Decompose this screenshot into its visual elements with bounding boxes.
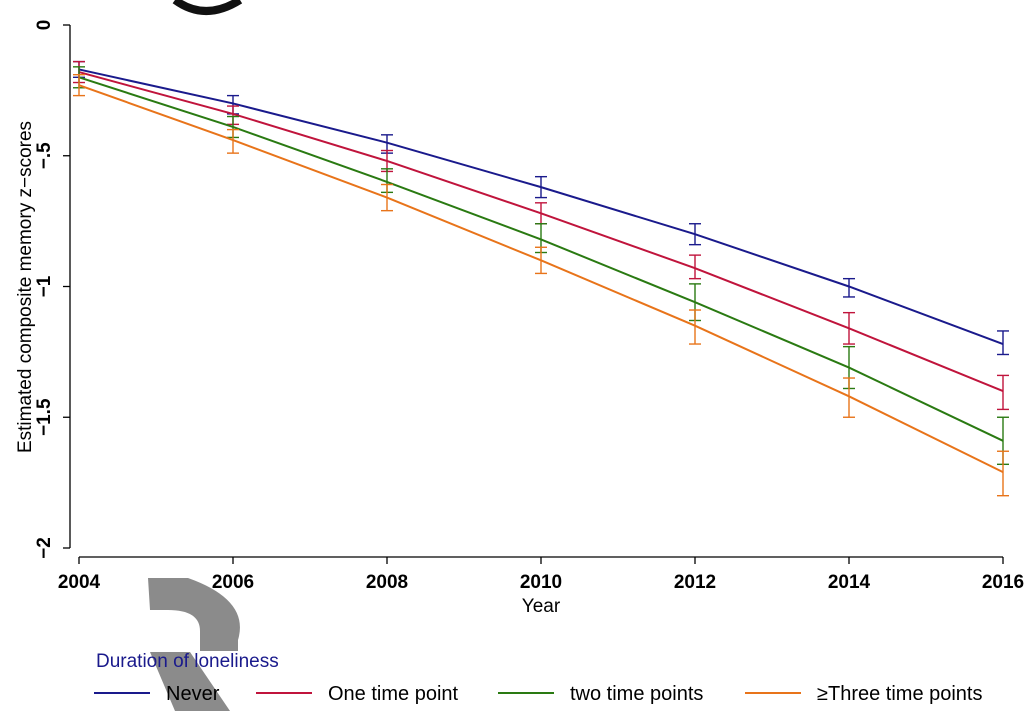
x-tick-label: 2006 <box>212 572 254 593</box>
series-line <box>78 76 1004 442</box>
series-line <box>78 84 1004 474</box>
series-1 <box>73 60 1009 356</box>
legend-label: ≥Three time points <box>817 683 983 705</box>
x-axis-title: Year <box>522 596 561 617</box>
y-tick-label: −2 <box>34 537 55 559</box>
x-tick-label: 2004 <box>58 572 101 593</box>
y-axis-title: Estimated composite memory z−scores <box>15 121 36 453</box>
legend-label: Never <box>166 683 220 705</box>
legend-title: Duration of loneliness <box>96 651 279 672</box>
series-2 <box>73 60 1009 411</box>
y-tick-label: −1 <box>34 275 55 297</box>
legend-label: One time point <box>328 683 459 705</box>
y-tick-label: −1.5 <box>34 398 55 436</box>
decorative-shape-bottom <box>148 578 240 711</box>
x-tick-label: 2010 <box>520 572 562 593</box>
series-4 <box>73 73 1009 497</box>
series-line <box>78 68 1004 345</box>
y-tick-label: 0 <box>34 20 55 31</box>
legend-label: two time points <box>570 683 703 705</box>
series-layer <box>73 60 1009 497</box>
x-tick-label: 2008 <box>366 572 408 593</box>
x-tick-label: 2016 <box>982 572 1024 593</box>
legend: Never One time point two time points ≥Three… <box>94 683 983 705</box>
series-line <box>78 71 1004 393</box>
y-tick-label: −.5 <box>34 142 55 169</box>
x-tick-label: 2012 <box>674 572 716 593</box>
x-tick-label: 2014 <box>828 572 871 593</box>
decorative-arc-top <box>172 0 243 15</box>
